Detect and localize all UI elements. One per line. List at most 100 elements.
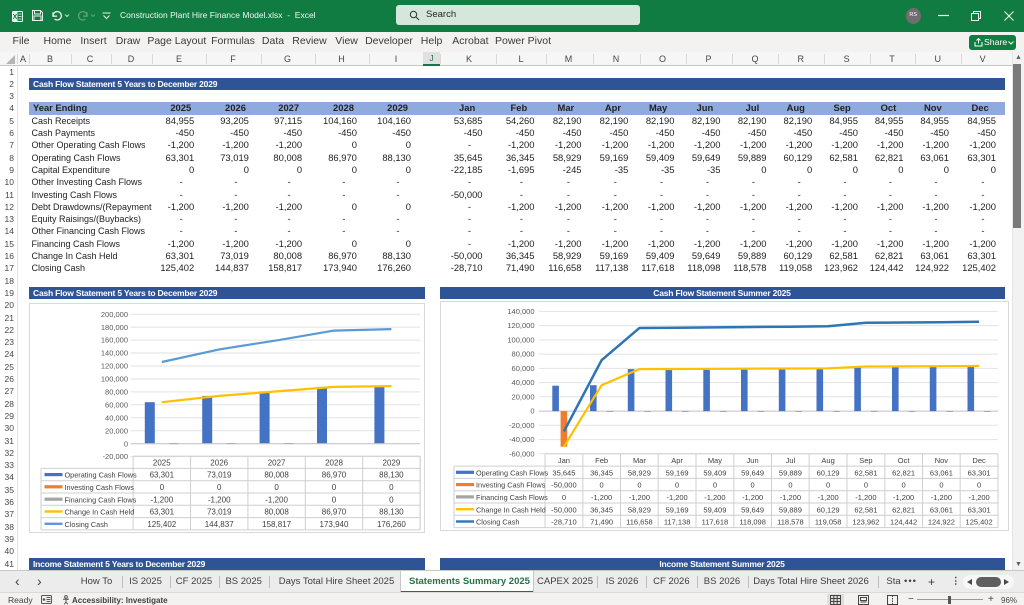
svg-text:Sep: Sep [859, 456, 872, 465]
svg-text:80,008: 80,008 [264, 508, 289, 517]
svg-text:-50,000: -50,000 [551, 505, 576, 514]
svg-text:20,000: 20,000 [105, 426, 128, 435]
svg-text:0: 0 [274, 483, 279, 492]
svg-text:62,581: 62,581 [854, 468, 877, 477]
svg-text:0: 0 [389, 495, 394, 504]
svg-text:117,138: 117,138 [663, 518, 690, 527]
svg-text:0: 0 [637, 481, 641, 490]
svg-text:-1,200: -1,200 [150, 495, 173, 504]
svg-text:59,409: 59,409 [703, 505, 726, 514]
svg-text:59,649: 59,649 [741, 505, 764, 514]
svg-text:Financing Cash Flows: Financing Cash Flows [476, 493, 548, 502]
svg-text:0: 0 [712, 481, 716, 490]
svg-text:-1,200: -1,200 [930, 493, 951, 502]
svg-text:Financing Cash Flows: Financing Cash Flows [64, 495, 136, 504]
svg-text:60,000: 60,000 [511, 364, 534, 373]
svg-text:-1,200: -1,200 [265, 495, 288, 504]
svg-text:180,000: 180,000 [100, 323, 127, 332]
svg-text:0: 0 [159, 483, 164, 492]
svg-text:Jul: Jul [785, 456, 795, 465]
svg-text:88,130: 88,130 [379, 471, 404, 480]
svg-text:60,129: 60,129 [816, 468, 839, 477]
svg-text:-1,200: -1,200 [207, 495, 230, 504]
svg-text:120,000: 120,000 [507, 321, 534, 330]
svg-text:Feb: Feb [595, 456, 608, 465]
svg-text:116,658: 116,658 [626, 518, 653, 527]
svg-text:0: 0 [389, 483, 394, 492]
svg-text:-1,200: -1,200 [817, 493, 838, 502]
svg-text:May: May [707, 456, 721, 465]
svg-text:73,019: 73,019 [206, 508, 231, 517]
svg-text:2027: 2027 [267, 458, 285, 467]
svg-text:0: 0 [331, 483, 336, 492]
svg-text:176,260: 176,260 [376, 520, 405, 529]
svg-text:-20,000: -20,000 [509, 421, 534, 430]
svg-text:123,962: 123,962 [852, 518, 879, 527]
svg-text:0: 0 [331, 495, 336, 504]
svg-text:-28,710: -28,710 [551, 518, 576, 527]
svg-text:36,345: 36,345 [590, 505, 613, 514]
svg-text:-1,200: -1,200 [628, 493, 649, 502]
svg-text:63,061: 63,061 [929, 505, 952, 514]
svg-text:Mar: Mar [632, 456, 645, 465]
svg-text:118,578: 118,578 [777, 518, 804, 527]
svg-text:63,061: 63,061 [929, 468, 952, 477]
svg-text:Jun: Jun [746, 456, 758, 465]
svg-text:63,301: 63,301 [149, 508, 174, 517]
svg-text:-20,000: -20,000 [102, 452, 127, 461]
svg-text:2028: 2028 [325, 458, 343, 467]
svg-text:118,098: 118,098 [739, 518, 766, 527]
svg-text:173,940: 173,940 [319, 520, 348, 529]
svg-text:2025: 2025 [152, 458, 170, 467]
svg-text:59,649: 59,649 [741, 468, 764, 477]
svg-text:Dec: Dec [972, 456, 986, 465]
svg-text:63,301: 63,301 [967, 468, 990, 477]
svg-text:Closing Cash: Closing Cash [64, 520, 107, 529]
svg-text:-1,200: -1,200 [855, 493, 876, 502]
svg-text:0: 0 [939, 481, 943, 490]
svg-text:-1,200: -1,200 [666, 493, 687, 502]
svg-text:Operating Cash Flows: Operating Cash Flows [476, 468, 549, 477]
svg-text:0: 0 [675, 481, 679, 490]
svg-text:Nov: Nov [934, 456, 948, 465]
svg-text:119,058: 119,058 [814, 518, 841, 527]
svg-text:58,929: 58,929 [627, 468, 650, 477]
svg-text:59,889: 59,889 [778, 505, 801, 514]
svg-text:Investing Cash Flows: Investing Cash Flows [64, 483, 134, 492]
svg-text:36,345: 36,345 [590, 468, 613, 477]
svg-text:160,000: 160,000 [100, 336, 127, 345]
svg-text:80,000: 80,000 [105, 388, 128, 397]
svg-text:0: 0 [123, 439, 127, 448]
svg-text:86,970: 86,970 [321, 471, 346, 480]
svg-text:-1,200: -1,200 [779, 493, 800, 502]
svg-text:117,618: 117,618 [701, 518, 728, 527]
svg-text:Investing Cash Flows: Investing Cash Flows [476, 481, 546, 490]
svg-text:100,000: 100,000 [100, 375, 127, 384]
svg-text:140,000: 140,000 [100, 349, 127, 358]
svg-text:0: 0 [561, 493, 565, 502]
svg-text:120,000: 120,000 [100, 362, 127, 371]
svg-text:60,000: 60,000 [105, 400, 128, 409]
svg-text:63,301: 63,301 [967, 505, 990, 514]
svg-text:2029: 2029 [382, 458, 400, 467]
svg-text:59,409: 59,409 [703, 468, 726, 477]
svg-text:Operating Cash Flows: Operating Cash Flows [64, 471, 137, 480]
svg-text:62,821: 62,821 [892, 468, 915, 477]
svg-text:140,000: 140,000 [507, 307, 534, 316]
svg-text:-50,000: -50,000 [551, 481, 576, 490]
svg-text:158,817: 158,817 [262, 520, 291, 529]
svg-text:124,442: 124,442 [890, 518, 917, 527]
svg-text:0: 0 [788, 481, 792, 490]
svg-text:-1,200: -1,200 [590, 493, 611, 502]
svg-text:35,645: 35,645 [552, 468, 575, 477]
svg-text:-1,200: -1,200 [741, 493, 762, 502]
svg-text:-40,000: -40,000 [509, 435, 534, 444]
svg-text:59,169: 59,169 [665, 468, 688, 477]
svg-text:80,008: 80,008 [264, 471, 289, 480]
svg-text:Change In Cash Held: Change In Cash Held [64, 508, 134, 517]
svg-text:86,970: 86,970 [321, 508, 346, 517]
svg-text:0: 0 [826, 481, 830, 490]
svg-text:62,581: 62,581 [854, 505, 877, 514]
svg-text:Oct: Oct [897, 456, 910, 465]
svg-text:40,000: 40,000 [511, 378, 534, 387]
